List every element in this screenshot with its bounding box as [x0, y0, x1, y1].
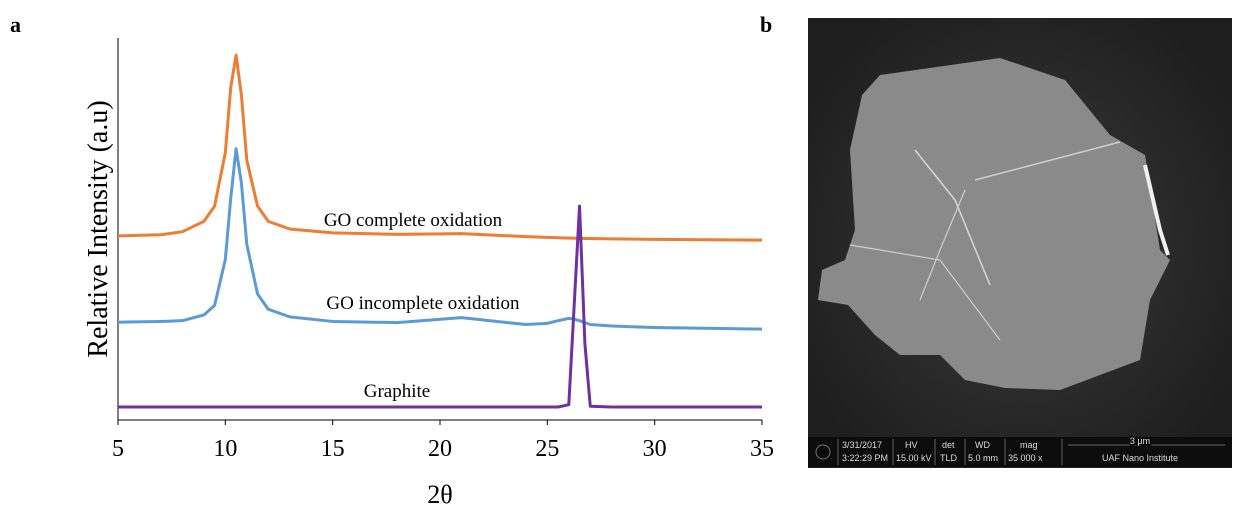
panel-label: b	[760, 12, 772, 37]
sem-wd-label: WD	[975, 440, 990, 450]
line	[118, 204, 762, 409]
sem-hv-label: HV	[905, 440, 918, 450]
sem-det: TLD	[940, 453, 958, 463]
y-axis-label: Relative Intensity (a.u)	[83, 100, 114, 357]
info-bar	[808, 437, 1232, 467]
sem-date: 3/31/2017	[842, 440, 882, 450]
sem-image: 3/31/2017 3:22:29 PM HV 15.00 kV det TLD…	[808, 18, 1232, 468]
series-label: GO incomplete oxidation	[326, 293, 520, 314]
x-axis-label: 2θ	[427, 480, 452, 509]
sem-det-label: det	[942, 440, 955, 450]
line	[117, 53, 763, 242]
sem-hv: 15.00 kV	[896, 453, 932, 463]
sem-institute: UAF Nano Institute	[1102, 453, 1178, 463]
sem-scale: 3 μm	[1130, 436, 1150, 446]
sem-mag-label: mag	[1020, 440, 1038, 450]
sem-mag: 35 000 x	[1008, 453, 1043, 463]
x-tick-label: 10	[213, 436, 237, 462]
x-tick-label: 20	[428, 436, 452, 462]
panel-label: a	[10, 12, 21, 37]
x-tick-label: 5	[112, 436, 124, 462]
x-tick-label: 25	[535, 436, 559, 462]
x-tick-label: 35	[750, 436, 774, 462]
sem-wd: 5.0 mm	[968, 453, 998, 463]
x-tick-label: 30	[643, 436, 667, 462]
series-label: GO complete oxidation	[324, 210, 503, 231]
series-label: Graphite	[364, 381, 430, 402]
flake	[818, 58, 1170, 390]
x-tick-label: 15	[321, 436, 345, 462]
sem-time: 3:22:29 PM	[842, 453, 888, 463]
